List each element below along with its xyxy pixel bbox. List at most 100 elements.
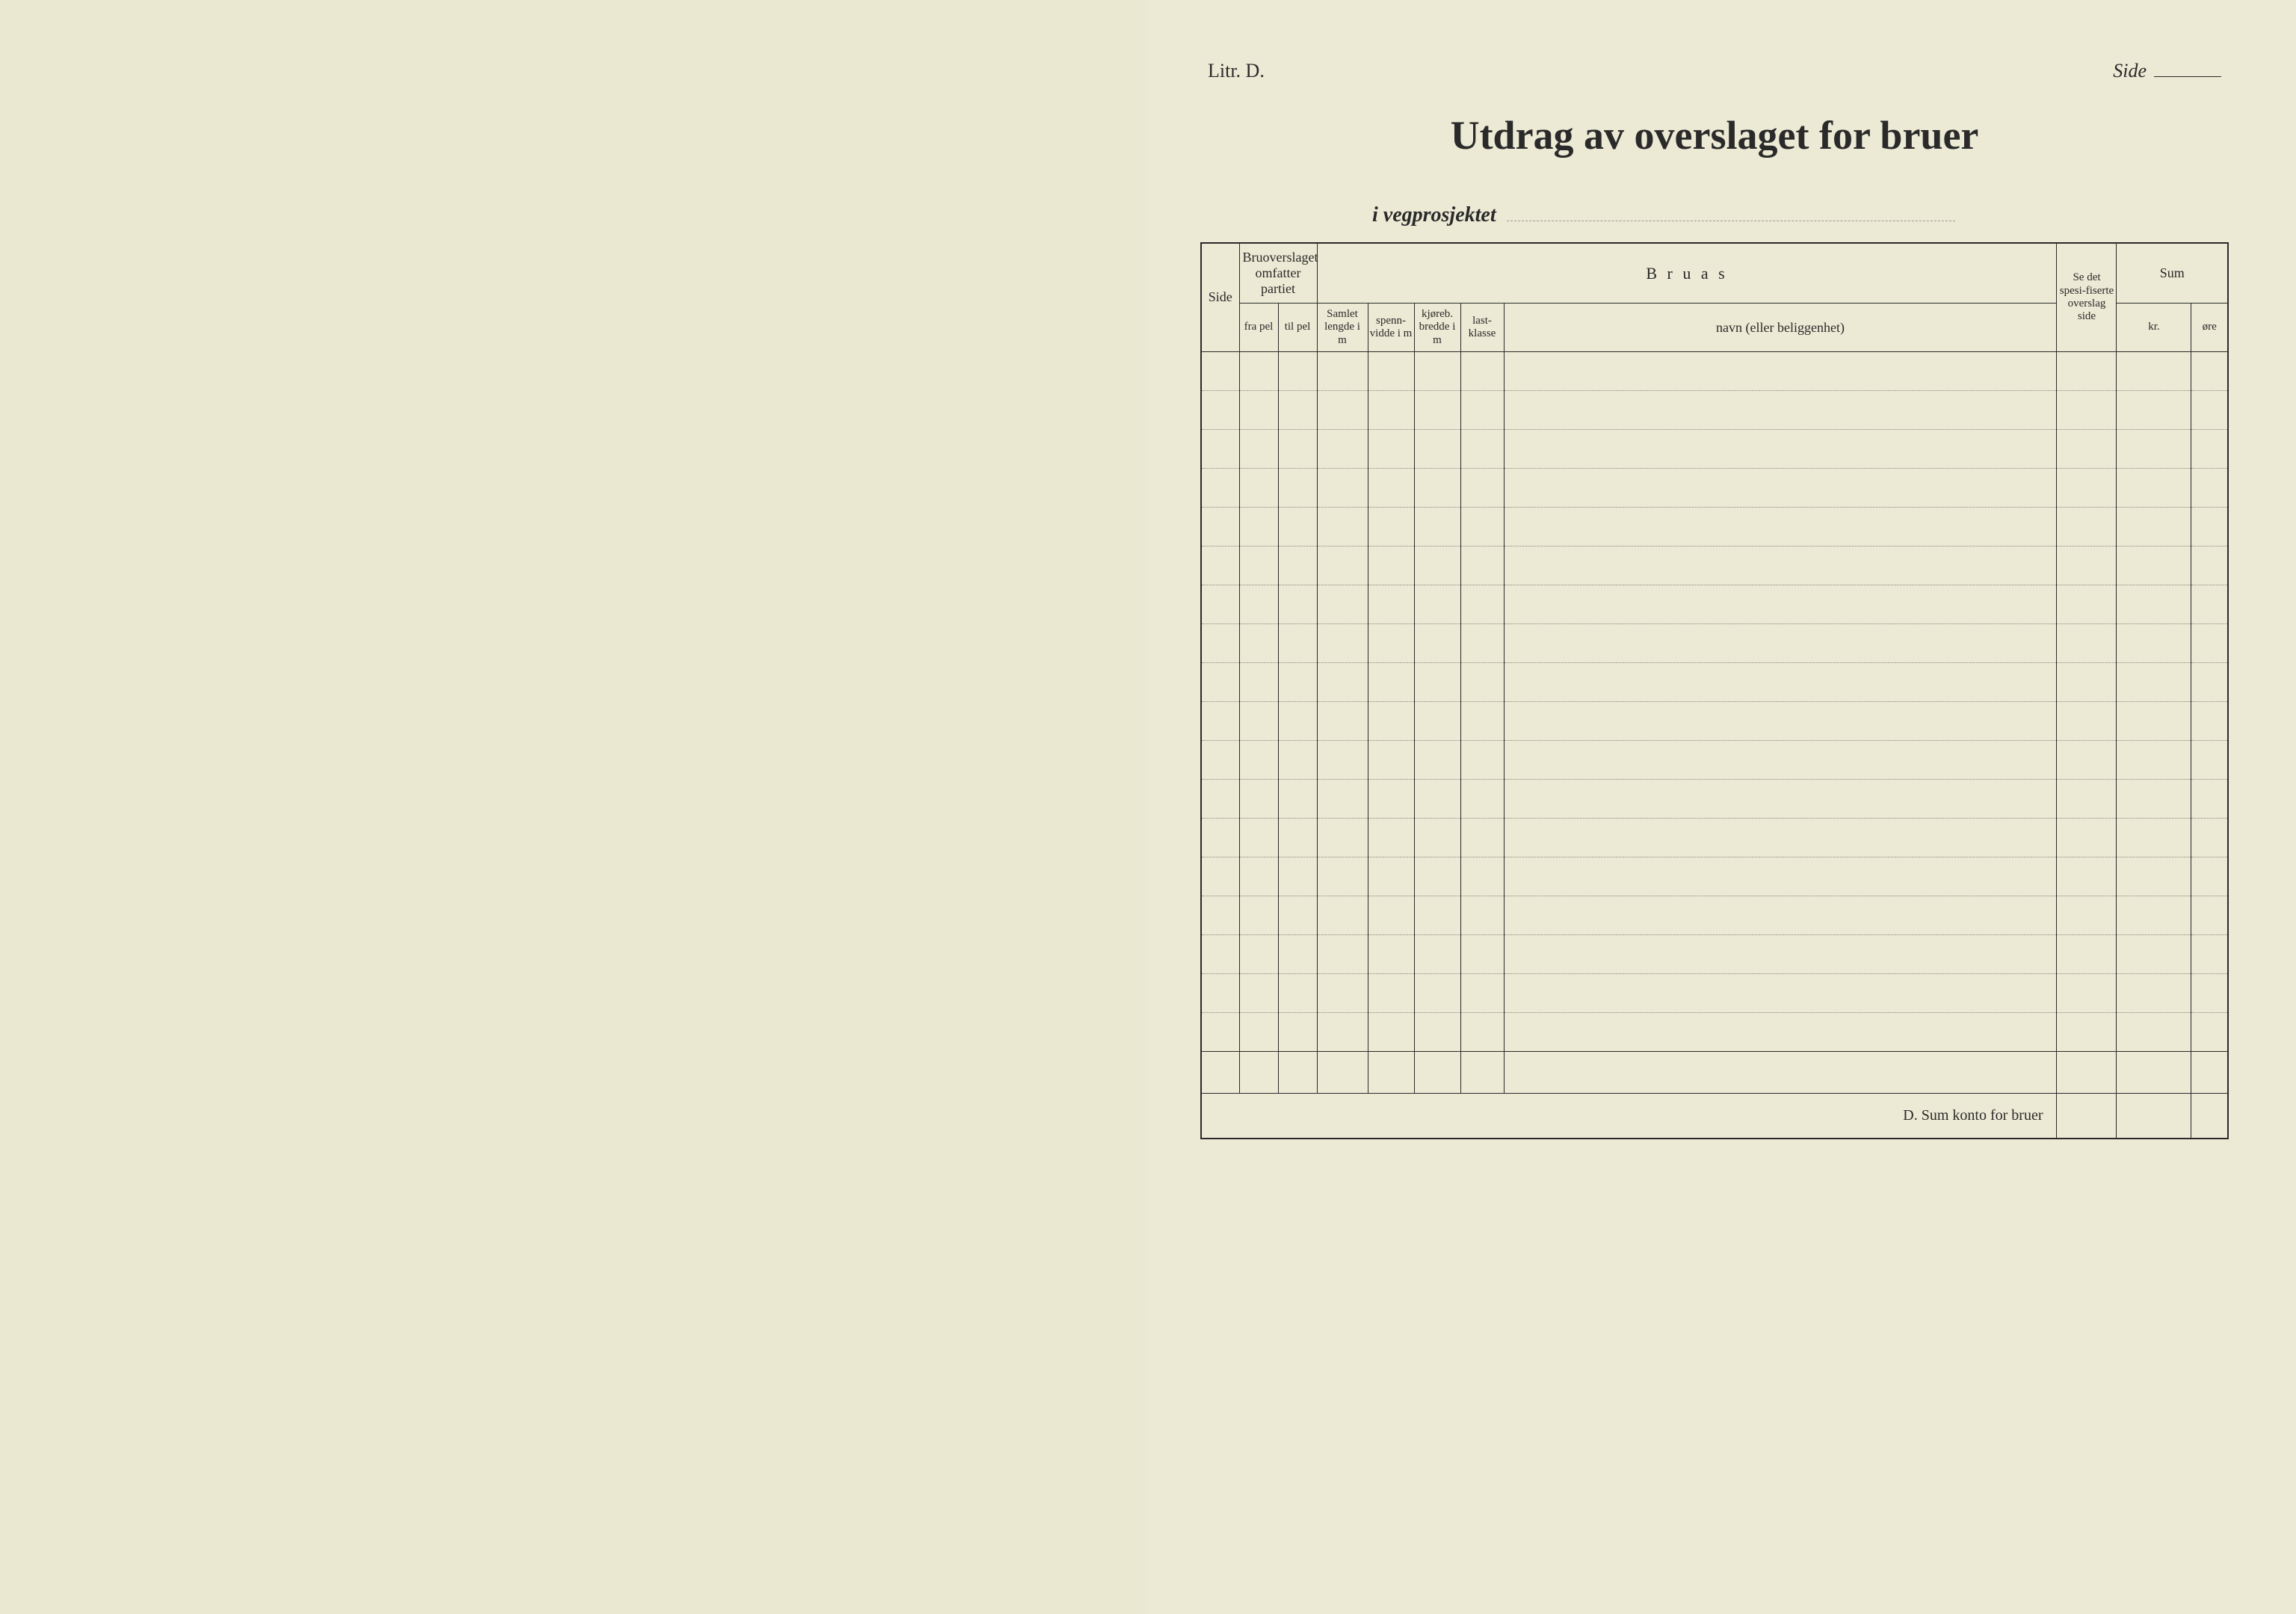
table-cell	[1368, 623, 1414, 662]
table-cell	[1317, 662, 1368, 701]
col-last-klasse: last-klasse	[1460, 304, 1504, 352]
table-cell	[1317, 585, 1368, 623]
table-cell	[1504, 934, 2057, 973]
table-cell	[1239, 623, 1278, 662]
table-cell	[2057, 429, 2117, 468]
table-cell	[1202, 857, 1239, 896]
table-cell	[2117, 818, 2191, 857]
table-cell	[1414, 857, 1460, 896]
table-cell	[1504, 429, 2057, 468]
table-cell	[2057, 818, 2117, 857]
footer-label: D. Sum konto for bruer	[1202, 1093, 2057, 1138]
table-cell	[1368, 779, 1414, 818]
table-cell	[1202, 351, 1239, 390]
table-cell	[2191, 1012, 2227, 1051]
right-page: Litr. D. Side Utdrag av overslaget for b…	[1148, 0, 2296, 1614]
table-cell	[1317, 973, 1368, 1012]
table-cell	[1202, 1051, 1239, 1093]
table-cell	[1504, 973, 2057, 1012]
table-row	[1202, 585, 2227, 623]
table-cell	[1504, 1012, 2057, 1051]
table-cell	[1504, 779, 2057, 818]
table-cell	[2117, 351, 2191, 390]
table-cell	[1278, 662, 1317, 701]
subtitle-label: i vegprosjektet	[1372, 203, 1496, 227]
table-cell	[2117, 546, 2191, 585]
table-cell	[2057, 507, 2117, 546]
table-cell	[2057, 1051, 2117, 1093]
table-cell	[1414, 623, 1460, 662]
table-cell	[1504, 857, 2057, 896]
table-cell	[1414, 1051, 1460, 1093]
table-cell	[2117, 585, 2191, 623]
table-cell	[1414, 779, 1460, 818]
table-cell	[1317, 740, 1368, 779]
table-header: Side Bruoverslaget omfatter partiet B r …	[1202, 244, 2227, 351]
table-cell	[1278, 779, 1317, 818]
table-cell	[1317, 390, 1368, 429]
table-cell	[2057, 390, 2117, 429]
table-cell	[2191, 585, 2227, 623]
col-kjoreb-bredde: kjøreb. bredde i m	[1414, 304, 1460, 352]
litr-label: Litr. D.	[1208, 60, 1265, 82]
table-cell	[1460, 662, 1504, 701]
table-cell	[1504, 468, 2057, 507]
col-bruas-group: B r u a s	[1317, 244, 2057, 304]
table-cell	[1278, 429, 1317, 468]
table-cell	[1460, 507, 1504, 546]
page-title: Utdrag av overslaget for bruer	[1200, 112, 2229, 158]
table-cell	[2191, 740, 2227, 779]
col-kr: kr.	[2117, 304, 2191, 352]
table-row	[1202, 468, 2227, 507]
table-cell	[1278, 546, 1317, 585]
table-cell	[1414, 973, 1460, 1012]
table-cell	[2057, 662, 2117, 701]
table-cell	[2057, 1093, 2117, 1138]
table-cell	[2057, 468, 2117, 507]
table-cell	[1202, 546, 1239, 585]
col-spenn-vidde: spenn-vidde i m	[1368, 304, 1414, 352]
table-cell	[2191, 973, 2227, 1012]
table-cell	[2057, 973, 2117, 1012]
table-cell	[1239, 429, 1278, 468]
subtitle-row: i vegprosjektet	[1200, 203, 2229, 227]
table-cell	[2057, 546, 2117, 585]
table-cell	[2117, 1051, 2191, 1093]
table-row	[1202, 662, 2227, 701]
table-cell	[1202, 390, 1239, 429]
table-cell	[2191, 896, 2227, 934]
table-cell	[2191, 623, 2227, 662]
table-cell	[1202, 973, 1239, 1012]
col-ore: øre	[2191, 304, 2227, 352]
table-row	[1202, 1012, 2227, 1051]
table-cell	[1368, 934, 1414, 973]
table-cell	[2057, 701, 2117, 740]
table-cell	[1278, 740, 1317, 779]
table-cell	[1414, 662, 1460, 701]
table-cell	[1317, 623, 1368, 662]
table-cell	[1504, 818, 2057, 857]
table-cell	[1278, 390, 1317, 429]
table-cell	[2191, 818, 2227, 857]
table-cell	[1239, 896, 1278, 934]
table-cell	[1504, 623, 2057, 662]
table-cell	[1504, 351, 2057, 390]
table-cell	[1278, 623, 1317, 662]
table-cell	[2117, 468, 2191, 507]
document-spread: Litr. D. Side Utdrag av overslaget for b…	[0, 0, 2296, 1614]
table-cell	[2191, 1093, 2227, 1138]
col-sedet: Se det spesi-fiserte overslag side	[2057, 244, 2117, 351]
table-cell	[1239, 662, 1278, 701]
page-header: Litr. D. Side	[1200, 60, 2229, 82]
table-row	[1202, 429, 2227, 468]
table-cell	[1239, 468, 1278, 507]
table-cell	[2191, 429, 2227, 468]
table-cell	[2117, 934, 2191, 973]
table-cell	[1460, 546, 1504, 585]
table-cell	[1239, 740, 1278, 779]
table-cell	[1317, 1012, 1368, 1051]
table-cell	[1460, 973, 1504, 1012]
table-cell	[1317, 896, 1368, 934]
table-cell	[2057, 1012, 2117, 1051]
table-cell	[1368, 1012, 1414, 1051]
